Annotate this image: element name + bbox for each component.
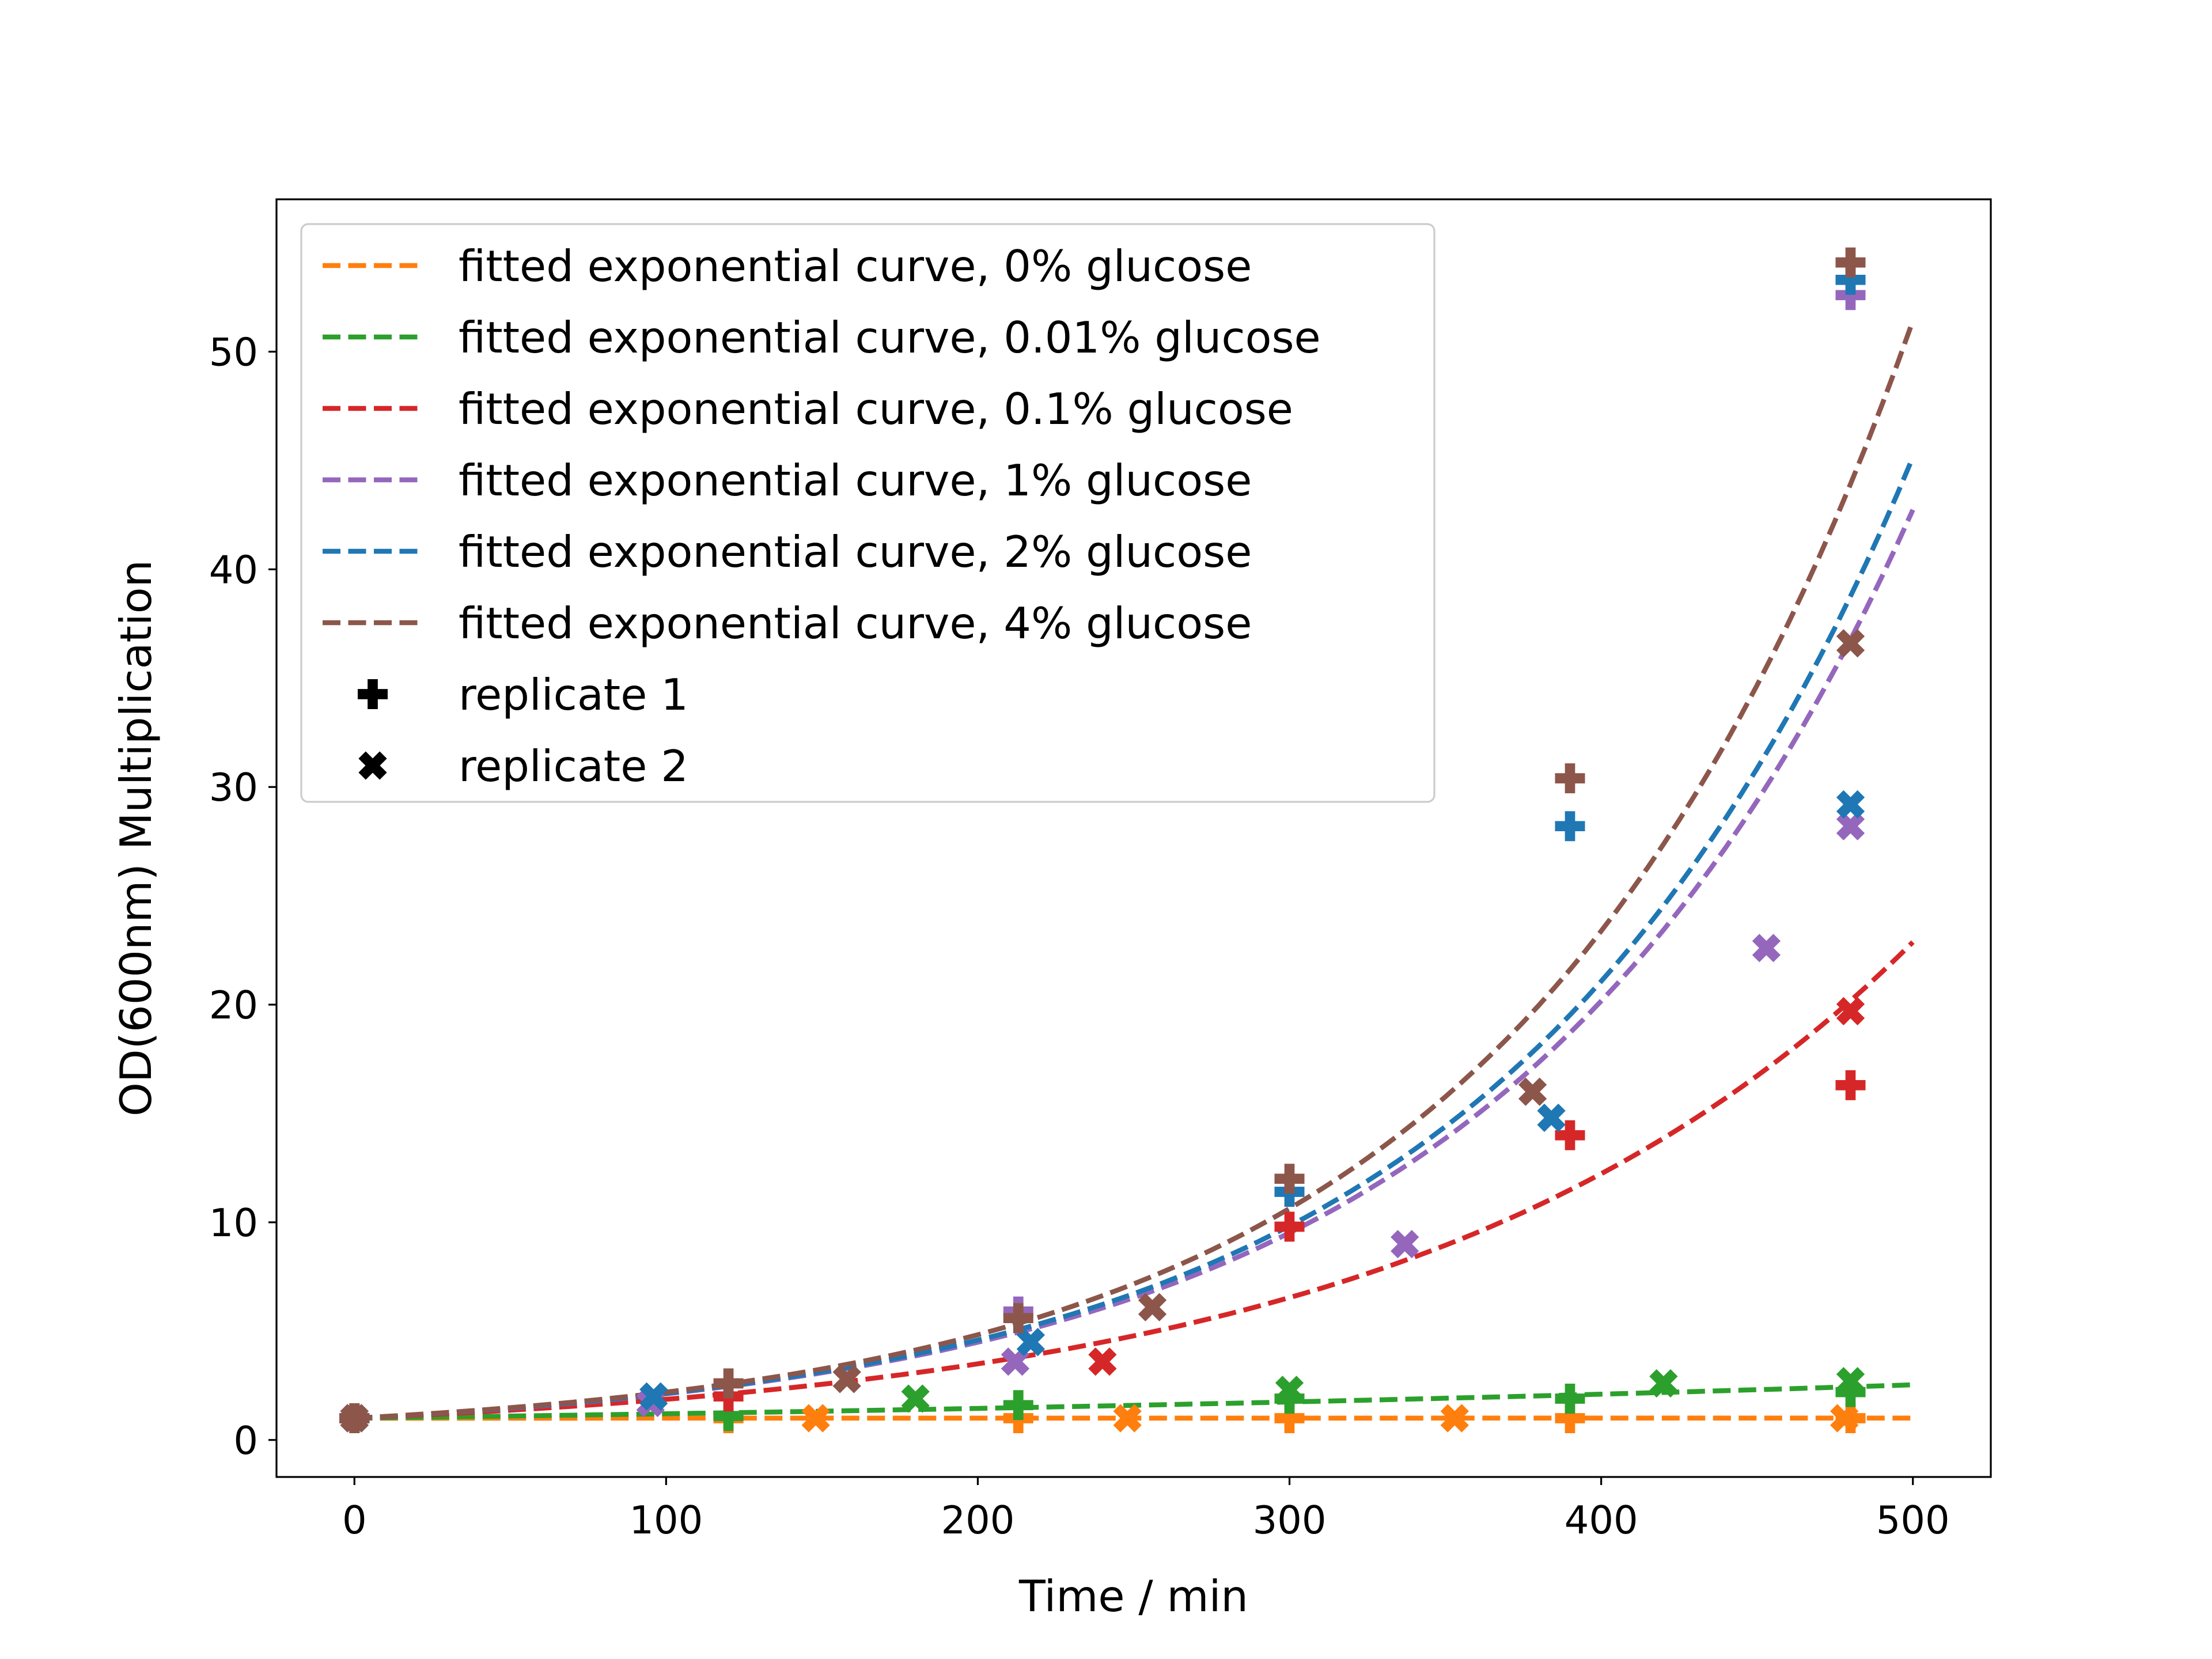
legend: fitted exponential curve, 0% glucose fitt… bbox=[300, 223, 1435, 803]
x-tick-label: 300 bbox=[1253, 1498, 1327, 1543]
data-point-12-1 bbox=[340, 1404, 369, 1433]
x-tick-label: 100 bbox=[629, 1498, 703, 1543]
data-point-2-5 bbox=[1830, 1404, 1859, 1433]
data-point-3-5 bbox=[1555, 1384, 1585, 1414]
data-point-4-4 bbox=[1649, 1369, 1678, 1398]
y-tick-label: 30 bbox=[209, 765, 258, 810]
data-point-9-3 bbox=[1555, 811, 1585, 842]
x-axis-label: Time / min bbox=[1018, 1571, 1248, 1622]
data-point-11-3 bbox=[1003, 1303, 1033, 1334]
data-point-10-5 bbox=[1836, 790, 1865, 819]
legend-label: fitted exponential curve, 2% glucose bbox=[459, 527, 1252, 577]
data-point-8-5 bbox=[1752, 934, 1781, 963]
data-point-11-4 bbox=[1274, 1164, 1305, 1194]
x-tick-label: 200 bbox=[941, 1498, 1015, 1543]
fit-curve-3 bbox=[354, 940, 1915, 1421]
data-point-5-3 bbox=[1274, 1211, 1305, 1242]
data-point-4-3 bbox=[1275, 1376, 1304, 1404]
legend-label: replicate 2 bbox=[459, 741, 688, 791]
y-tick-label: 0 bbox=[233, 1418, 258, 1463]
data-point-2-3 bbox=[1113, 1404, 1142, 1433]
legend-marker-plus bbox=[358, 679, 388, 709]
data-point-2-2 bbox=[801, 1404, 830, 1433]
fit-curve-6 bbox=[354, 320, 1915, 1421]
data-point-11-5 bbox=[1555, 763, 1585, 794]
data-point-12-2 bbox=[832, 1365, 861, 1393]
data-point-6-3 bbox=[1836, 997, 1865, 1026]
x-tick-label: 400 bbox=[1565, 1498, 1638, 1543]
legend-label: fitted exponential curve, 0.01% glucose bbox=[459, 312, 1321, 363]
data-point-3-2 bbox=[713, 1401, 744, 1431]
legend-frame bbox=[300, 223, 1435, 803]
plot-frame bbox=[275, 198, 1992, 1478]
legend-label: fitted exponential curve, 0% glucose bbox=[459, 241, 1252, 291]
data-point-10-4 bbox=[1537, 1103, 1566, 1132]
legend-label: replicate 1 bbox=[459, 669, 688, 720]
x-tick-label: 0 bbox=[342, 1498, 367, 1543]
data-point-3-3 bbox=[1003, 1390, 1033, 1421]
legend-marker-x bbox=[358, 751, 387, 780]
y-tick-label: 50 bbox=[209, 329, 258, 374]
data-point-4-2 bbox=[901, 1384, 930, 1413]
data-point-3-4 bbox=[1274, 1384, 1305, 1414]
data-point-2-4 bbox=[1440, 1404, 1469, 1433]
data-point-9-4 bbox=[1835, 264, 1866, 295]
data-point-5-4 bbox=[1555, 1120, 1585, 1150]
legend-label: fitted exponential curve, 0.1% glucose bbox=[459, 384, 1293, 434]
data-point-12-4 bbox=[1518, 1077, 1547, 1106]
y-tick-label: 40 bbox=[209, 547, 258, 592]
data-point-8-6 bbox=[1836, 812, 1865, 840]
y-axis-ticks: 0 10 20 30 40 50 bbox=[209, 329, 276, 1463]
data-point-3-6 bbox=[1835, 1377, 1866, 1407]
data-point-12-5 bbox=[1836, 629, 1865, 658]
data-point-10-3 bbox=[1016, 1328, 1046, 1357]
data-point-11-2 bbox=[713, 1368, 744, 1399]
data-point-1-4 bbox=[1274, 1403, 1305, 1433]
data-point-5-5 bbox=[1835, 1070, 1866, 1100]
data-point-8-4 bbox=[1391, 1230, 1419, 1259]
data-point-1-5 bbox=[1555, 1403, 1585, 1433]
legend-label: fitted exponential curve, 1% glucose bbox=[459, 455, 1252, 506]
data-point-10-2 bbox=[639, 1382, 668, 1411]
y-axis-label: OD(600nm) Multiplication bbox=[111, 560, 161, 1116]
data-point-6-2 bbox=[1088, 1347, 1117, 1376]
data-point-4-5 bbox=[1836, 1367, 1865, 1396]
data-points bbox=[339, 247, 1866, 1433]
data-point-11-6 bbox=[1835, 247, 1866, 278]
data-point-7-3 bbox=[1835, 280, 1866, 310]
y-tick-label: 10 bbox=[209, 1200, 258, 1245]
data-point-12-3 bbox=[1138, 1293, 1167, 1321]
x-axis-ticks: 0 100 200 300 400 500 bbox=[342, 1477, 1950, 1543]
x-tick-label: 500 bbox=[1876, 1498, 1950, 1543]
legend-label: fitted exponential curve, 4% glucose bbox=[459, 598, 1252, 649]
y-tick-label: 20 bbox=[209, 983, 258, 1028]
